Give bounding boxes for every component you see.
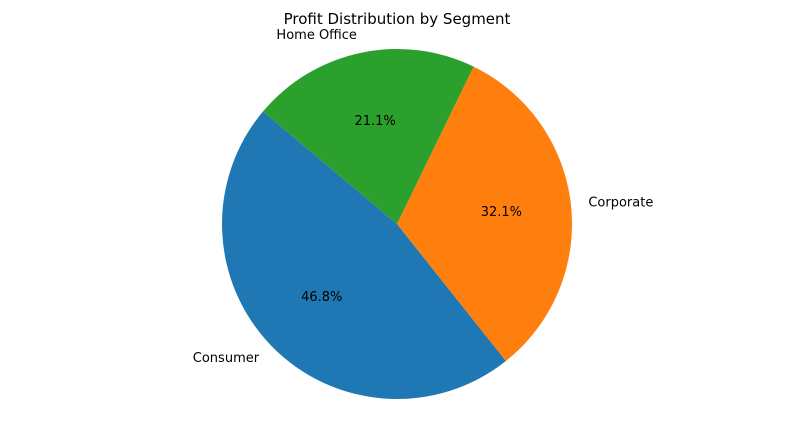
pie-labels: Consumer 46.8% Corporate 32.1% Home Office 21… xyxy=(193,28,654,366)
chart-title: Profit Distribution by Segment xyxy=(284,10,511,28)
pie-slices xyxy=(222,48,572,399)
pie-slice-home-office xyxy=(262,48,474,224)
percent-label: 32.1% xyxy=(481,205,522,220)
category-label: Consumer xyxy=(193,351,260,366)
percent-label: 46.8% xyxy=(301,290,342,305)
category-label: Home Office xyxy=(276,28,356,43)
pie-slice-consumer xyxy=(222,111,506,399)
pie-slice-corporate xyxy=(397,66,572,361)
category-label: Corporate xyxy=(588,196,653,211)
percent-label: 21.1% xyxy=(354,114,395,129)
